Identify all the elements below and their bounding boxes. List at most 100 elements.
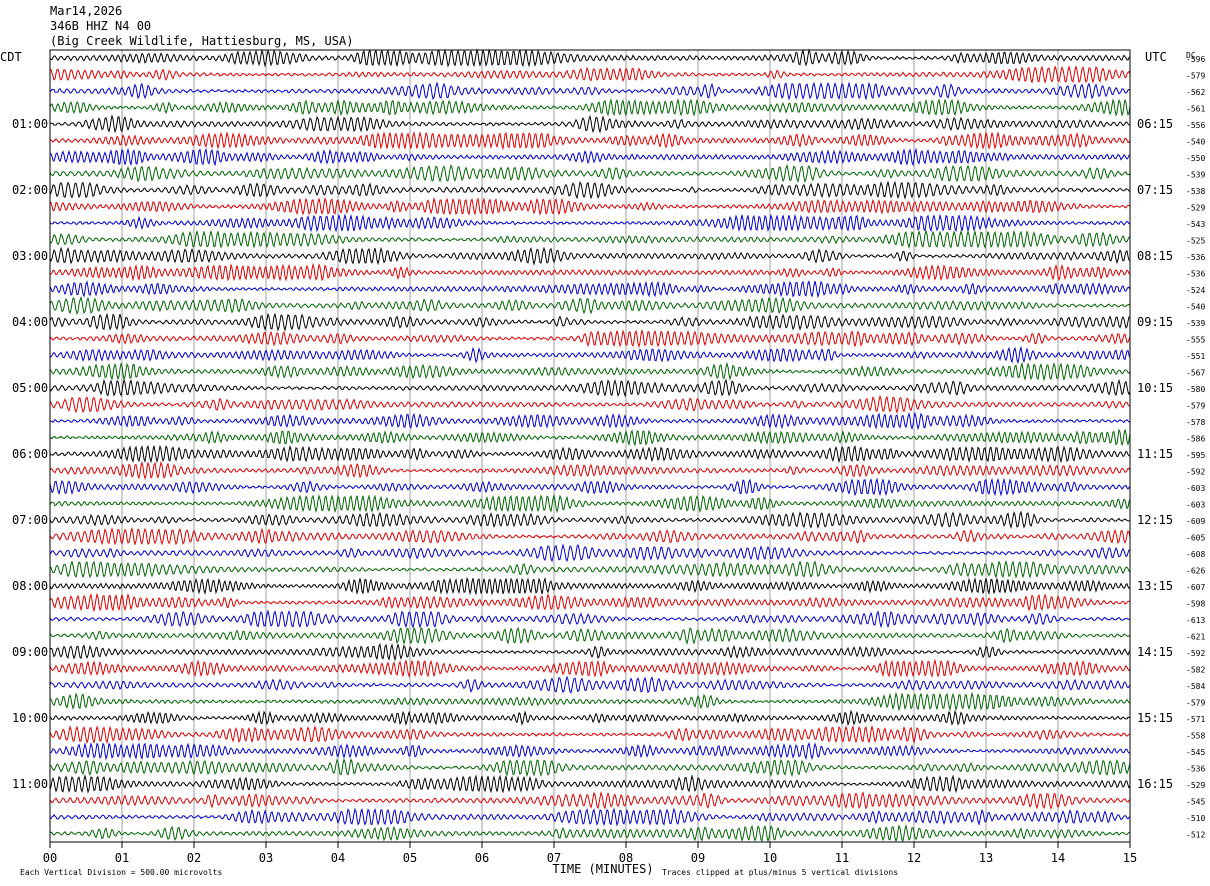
trace-line [49, 328, 1131, 349]
trace-line [49, 724, 1131, 745]
dc-offset-label: -592 [1186, 468, 1205, 477]
trace-line [50, 114, 1131, 134]
dc-offset-label: -580 [1186, 385, 1205, 394]
dc-offset-label: -579 [1186, 699, 1205, 708]
utc-hour-label: 08:15 [1137, 249, 1173, 263]
dc-offset-label: -609 [1186, 517, 1205, 526]
dc-offset-label: -536 [1186, 270, 1205, 279]
cdt-axis-label: CDT [0, 50, 22, 64]
cdt-hour-label: 10:00 [12, 711, 48, 725]
trace-line [49, 609, 1131, 629]
dc-offset-label: -551 [1186, 352, 1205, 361]
dc-offset-label: -540 [1186, 303, 1205, 312]
trace-line [49, 444, 1131, 464]
utc-hour-label: 07:15 [1137, 183, 1173, 197]
trace-line [49, 296, 1131, 315]
dc-offset-label: -567 [1186, 369, 1205, 378]
dc-header-label: DC [1186, 51, 1196, 60]
dc-offset-label: -556 [1186, 121, 1205, 130]
station-code: 346B HHZ N4 00 [50, 19, 152, 33]
dc-offset-label: -582 [1186, 666, 1205, 675]
trace-line [49, 180, 1131, 200]
x-tick-label: 13 [979, 851, 993, 865]
dc-offset-label: -543 [1186, 220, 1205, 229]
x-tick-label: 01 [115, 851, 129, 865]
cdt-hour-label: 08:00 [12, 579, 48, 593]
trace-line [49, 741, 1131, 761]
utc-hour-label: 12:15 [1137, 513, 1173, 527]
trace-line [49, 428, 1131, 447]
dc-offset-label: -596 [1186, 55, 1205, 64]
dc-offset-label: -540 [1186, 138, 1205, 147]
trace-line [49, 97, 1131, 117]
trace-line [49, 791, 1131, 811]
utc-axis-label: UTC [1145, 50, 1167, 64]
dc-offset-label: -529 [1186, 204, 1205, 213]
trace-line [49, 411, 1131, 431]
dc-offset-label: -536 [1186, 765, 1205, 774]
dc-offset-label: -558 [1186, 732, 1205, 741]
trace-line [49, 493, 1131, 514]
trace-line [49, 130, 1131, 151]
trace-line [49, 477, 1131, 497]
cdt-hour-label: 05:00 [12, 381, 48, 395]
trace-line [49, 246, 1131, 266]
trace-line [49, 658, 1131, 678]
x-tick-label: 05 [403, 851, 417, 865]
utc-hour-label: 14:15 [1137, 645, 1173, 659]
utc-hour-label: 10:15 [1137, 381, 1173, 395]
dc-offset-label: -512 [1186, 831, 1205, 840]
dc-offset-label: -586 [1186, 435, 1205, 444]
plot-frame [49, 49, 1131, 843]
cdt-hour-label: 03:00 [12, 249, 48, 263]
trace-line [49, 526, 1131, 546]
trace-line [49, 262, 1131, 282]
dc-offset-label: -598 [1186, 600, 1205, 609]
dc-offset-label: -584 [1186, 682, 1205, 691]
trace-line [49, 394, 1131, 414]
trace-line [49, 559, 1131, 579]
x-tick-label: 09 [691, 851, 705, 865]
dc-offset-label: -562 [1186, 88, 1205, 97]
cdt-hour-label: 07:00 [12, 513, 48, 527]
clipping-note: Traces clipped at plus/minus 5 vertical … [662, 868, 898, 877]
trace-line [49, 576, 1131, 596]
trace-line [49, 312, 1130, 332]
dc-offset-label: -550 [1186, 154, 1205, 163]
cdt-hour-label: 11:00 [12, 777, 48, 791]
trace-line [49, 510, 1131, 529]
trace-line [49, 229, 1131, 250]
utc-hour-label: 13:15 [1137, 579, 1173, 593]
dc-offset-label: -510 [1186, 814, 1205, 823]
x-axis-title: TIME (MINUTES) [552, 862, 653, 876]
dc-offset-label: -603 [1186, 501, 1205, 510]
x-tick-label: 12 [907, 851, 921, 865]
trace-line [49, 675, 1131, 694]
dc-offset-label: -579 [1186, 72, 1205, 81]
dc-offset-label: -536 [1186, 253, 1205, 262]
x-tick-label: 00 [43, 851, 57, 865]
x-tick-label: 04 [331, 851, 345, 865]
utc-hour-label: 09:15 [1137, 315, 1173, 329]
dc-offset-label: -626 [1186, 567, 1205, 576]
dc-offset-label: -603 [1186, 484, 1205, 493]
cdt-hour-label: 02:00 [12, 183, 48, 197]
trace-line [49, 774, 1131, 794]
trace-line [49, 378, 1131, 398]
dc-offset-label: -555 [1186, 336, 1205, 345]
station-location: (Big Creek Wildlife, Hattiesburg, MS, US… [50, 34, 354, 48]
trace-line [49, 626, 1131, 646]
dc-offset-label: -529 [1186, 781, 1205, 790]
cdt-hour-label: 01:00 [12, 117, 48, 131]
axis-labels: 00 01 02 03 04 05 06 07 08 09 10 11 12 13 14 15 -596 -579… [0, 50, 1205, 877]
cdt-hour-label: 04:00 [12, 315, 48, 329]
x-tick-label: 15 [1123, 851, 1137, 865]
dc-offset-label: -592 [1186, 649, 1205, 658]
minute-gridlines [121, 50, 1059, 842]
trace-line [49, 64, 1131, 84]
dc-offset-label: -525 [1186, 237, 1205, 246]
utc-hour-label: 16:15 [1137, 777, 1173, 791]
trace-line [49, 147, 1131, 167]
dc-offset-label: -545 [1186, 748, 1205, 757]
